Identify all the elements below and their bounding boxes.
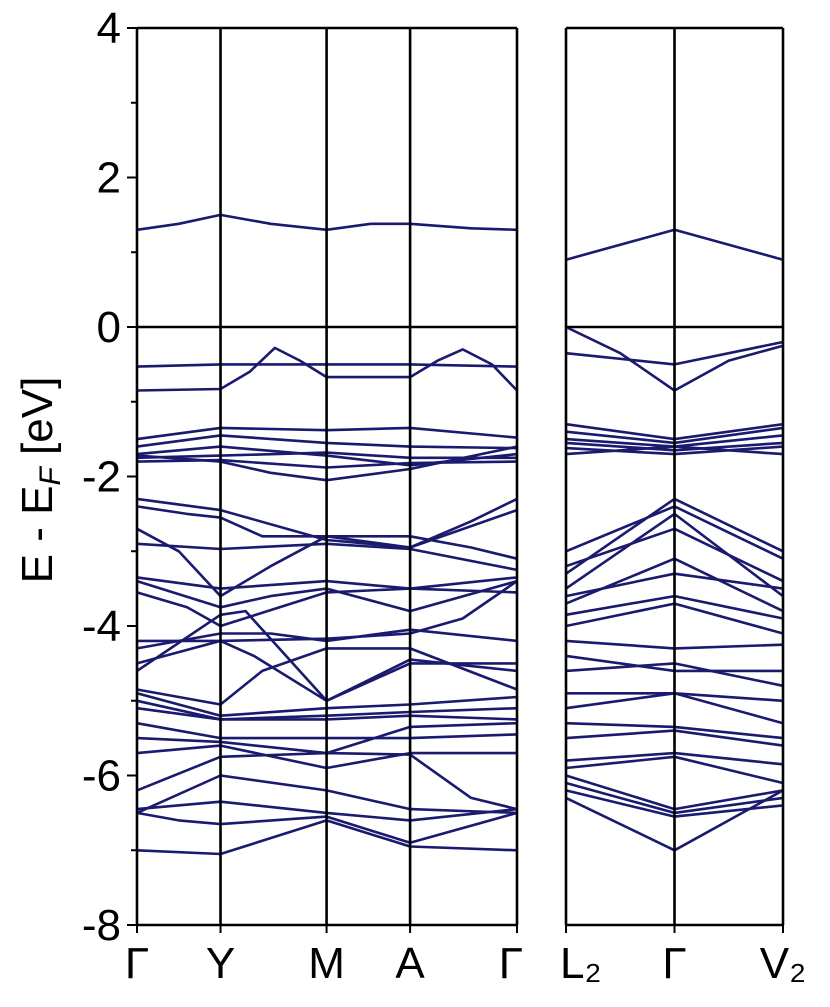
x-tick-label: Γ: [499, 939, 523, 988]
band-line: [136, 609, 518, 703]
y-tick-label: -6: [82, 752, 121, 801]
x-tick-label: A: [395, 939, 425, 988]
x-tick-label: Γ: [662, 939, 686, 988]
band-panel-right: L₂ Γ V₂: [560, 26, 806, 988]
y-tick-label: 0: [97, 303, 121, 352]
band-line: [136, 497, 518, 549]
band-line: [136, 579, 518, 613]
band-line: [136, 505, 518, 560]
band-line: [136, 445, 518, 482]
y-axis: 4 2 0 -2 -4 -6 -8: [82, 4, 137, 950]
x-tick-label: M: [308, 939, 345, 988]
x-tick-label: L₂: [560, 939, 602, 988]
band-line: [136, 811, 518, 845]
y-tick-label: -8: [82, 901, 121, 950]
y-axis-title: E - EF [eV]: [13, 377, 67, 584]
x-tick-label: V₂: [760, 939, 806, 988]
y-tick-label: -4: [82, 602, 121, 651]
band-line: [136, 628, 518, 650]
band-line: [136, 639, 517, 703]
band-line: [136, 751, 518, 811]
y-tick-label: 2: [97, 154, 121, 203]
x-tick-label: Y: [206, 939, 235, 988]
band-line: [136, 587, 518, 628]
band-line: [136, 647, 518, 706]
y-tick-label: 4: [97, 4, 121, 53]
x-tick-label: Γ: [125, 939, 149, 988]
y-tick-label: -2: [82, 453, 121, 502]
